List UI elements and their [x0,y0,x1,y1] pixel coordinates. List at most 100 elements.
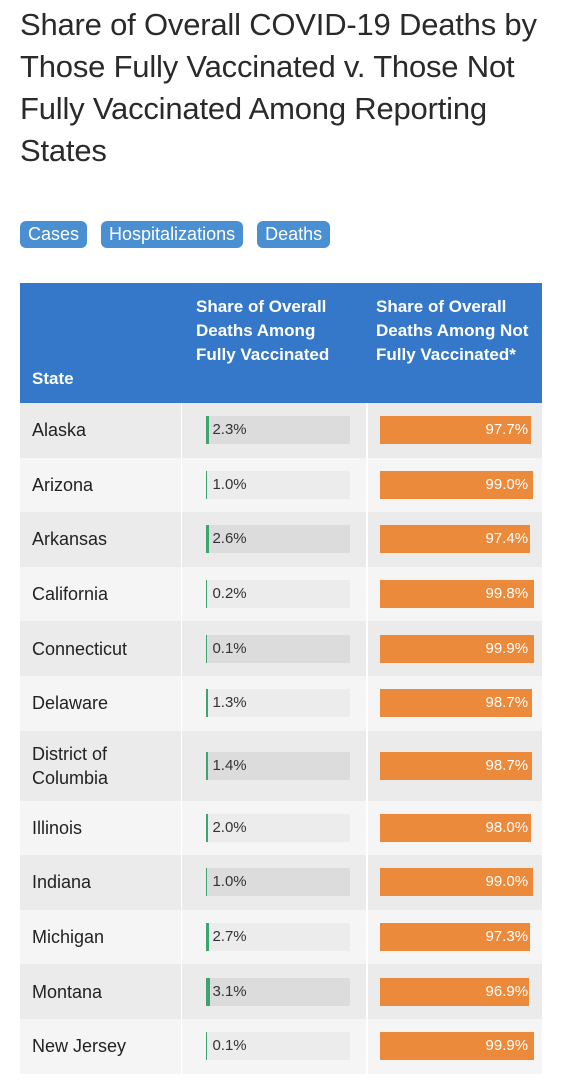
not-vaccinated-bar-track: 99.9% [380,1032,534,1061]
not-vaccinated-bar [380,470,533,499]
state-name: Michigan [32,927,105,948]
column-divider [180,909,183,965]
not-vaccinated-cell: 99.0% [368,458,542,513]
vaccinated-bar-track: 0.2% [206,580,351,609]
not-vaccinated-bar [380,416,531,445]
tab-cases[interactable]: Cases [20,221,88,248]
page-title: Share of Overall COVID-19 Deaths by Thos… [20,7,537,168]
not-vaccinated-value-label: 97.4% [485,530,529,548]
vaccinated-cell: 1.3% [182,676,366,731]
vaccinated-value-label: 0.2% [212,585,247,603]
column-divider [366,566,369,622]
column-divider [180,730,183,801]
state-name: Montana [32,981,103,1002]
vaccinated-bar-track: 1.0% [206,470,351,499]
column-divider [366,403,369,458]
column-divider [180,621,183,676]
vaccinated-cell: 2.7% [182,910,366,965]
column-divider [180,800,183,856]
vaccinated-cell: 3.1% [182,964,366,1019]
table-row: Indiana 1.0% 99.0% [20,855,542,910]
not-vaccinated-bar [380,923,530,952]
table-row: Alaska 2.3% 97.7% [20,403,542,458]
column-divider [180,675,183,731]
tab-deaths[interactable]: Deaths [257,221,331,248]
vaccinated-bar [206,751,208,780]
column-divider [366,964,369,1019]
not-vaccinated-value-label: 98.7% [485,694,529,712]
not-vaccinated-bar [380,868,533,897]
not-vaccinated-cell: 97.3% [368,910,542,965]
not-vaccinated-cell: 99.9% [368,1019,542,1074]
header-vaccinated[interactable]: Share of Overall Deaths Among Fully Vacc… [196,297,330,364]
not-vaccinated-value-label: 99.9% [485,639,529,657]
vaccinated-value-label: 0.1% [212,639,247,657]
vaccinated-value-label: 3.1% [212,982,247,1000]
not-vaccinated-bar [380,580,534,609]
not-vaccinated-cell: 99.9% [368,621,542,676]
header-not-vaccinated[interactable]: Share of Overall Deaths Among Not Fully … [376,297,529,364]
not-vaccinated-bar [380,634,534,663]
vaccinated-bar [206,470,208,499]
not-vaccinated-bar-track: 99.0% [380,868,534,897]
not-vaccinated-value-label: 99.0% [485,873,529,891]
vaccinated-bar [206,923,210,952]
column-divider [366,512,369,567]
column-divider [180,964,183,1019]
vaccinated-bar [206,977,210,1006]
not-vaccinated-bar-track: 97.3% [380,923,534,952]
vaccinated-value-label: 2.6% [212,530,247,548]
not-vaccinated-bar [380,689,533,718]
column-divider [366,800,369,856]
state-name: Arizona [32,474,94,495]
vaccinated-value-label: 1.0% [212,475,247,493]
not-vaccinated-bar [380,525,531,554]
not-vaccinated-value-label: 98.0% [485,818,529,836]
not-vaccinated-value-label: 99.8% [485,585,529,603]
tab-hospitalizations[interactable]: Hospitalizations [101,221,244,248]
not-vaccinated-bar-track: 98.0% [380,813,534,842]
vaccinated-cell: 2.0% [182,801,366,856]
table-row: Arkansas 2.6% 97.4% [20,512,542,567]
not-vaccinated-cell: 98.7% [368,676,542,731]
vaccinated-cell: 1.0% [182,855,366,910]
table-row: New Jersey 0.1% 99.9% [20,1018,542,1074]
not-vaccinated-cell: 97.4% [368,512,542,567]
state-name: District of Columbia [32,743,109,788]
table-row: Michigan 2.7% 97.3% [20,909,542,965]
not-vaccinated-bar [380,751,533,780]
not-vaccinated-cell: 99.8% [368,567,542,622]
vaccinated-bar [206,416,209,445]
vaccinated-bar-track: 1.4% [206,751,351,780]
not-vaccinated-bar-track: 96.9% [380,977,534,1006]
vaccinated-cell: 0.1% [182,621,366,676]
state-name: Delaware [32,693,109,714]
table-row: Montana 3.1% 96.9% [20,964,542,1019]
not-vaccinated-bar-track: 99.9% [380,634,534,663]
vaccinated-bar [206,689,208,718]
not-vaccinated-value-label: 98.7% [485,756,529,774]
header-state[interactable]: State [32,369,74,388]
table-row: Delaware 1.3% 98.7% [20,675,542,731]
state-name: New Jersey [32,1036,127,1057]
table-row: California 0.2% 99.8% [20,566,542,622]
vaccinated-value-label: 2.0% [212,818,247,836]
table-row: Arizona 1.0% 99.0% [20,457,542,513]
column-divider [366,855,369,910]
table-row: District of Columbia 1.4% 98.7% [20,730,542,801]
vaccinated-value-label: 0.1% [212,1037,247,1055]
not-vaccinated-bar-track: 97.4% [380,525,534,554]
vaccinated-bar-track: 1.0% [206,868,351,897]
table-header: State Share of Overall Deaths Among Full… [20,283,542,403]
not-vaccinated-bar-track: 99.8% [380,580,534,609]
deaths-table: State Share of Overall Deaths Among Full… [20,283,542,1074]
column-divider [366,730,369,801]
not-vaccinated-bar-track: 98.7% [380,689,534,718]
not-vaccinated-value-label: 97.3% [485,928,529,946]
vaccinated-bar-track: 0.1% [206,634,351,663]
vaccinated-cell: 1.4% [182,731,366,801]
vaccinated-bar-track: 2.6% [206,525,351,554]
vaccinated-value-label: 1.3% [212,694,247,712]
vaccinated-cell: 1.0% [182,458,366,513]
not-vaccinated-value-label: 97.7% [485,421,529,439]
